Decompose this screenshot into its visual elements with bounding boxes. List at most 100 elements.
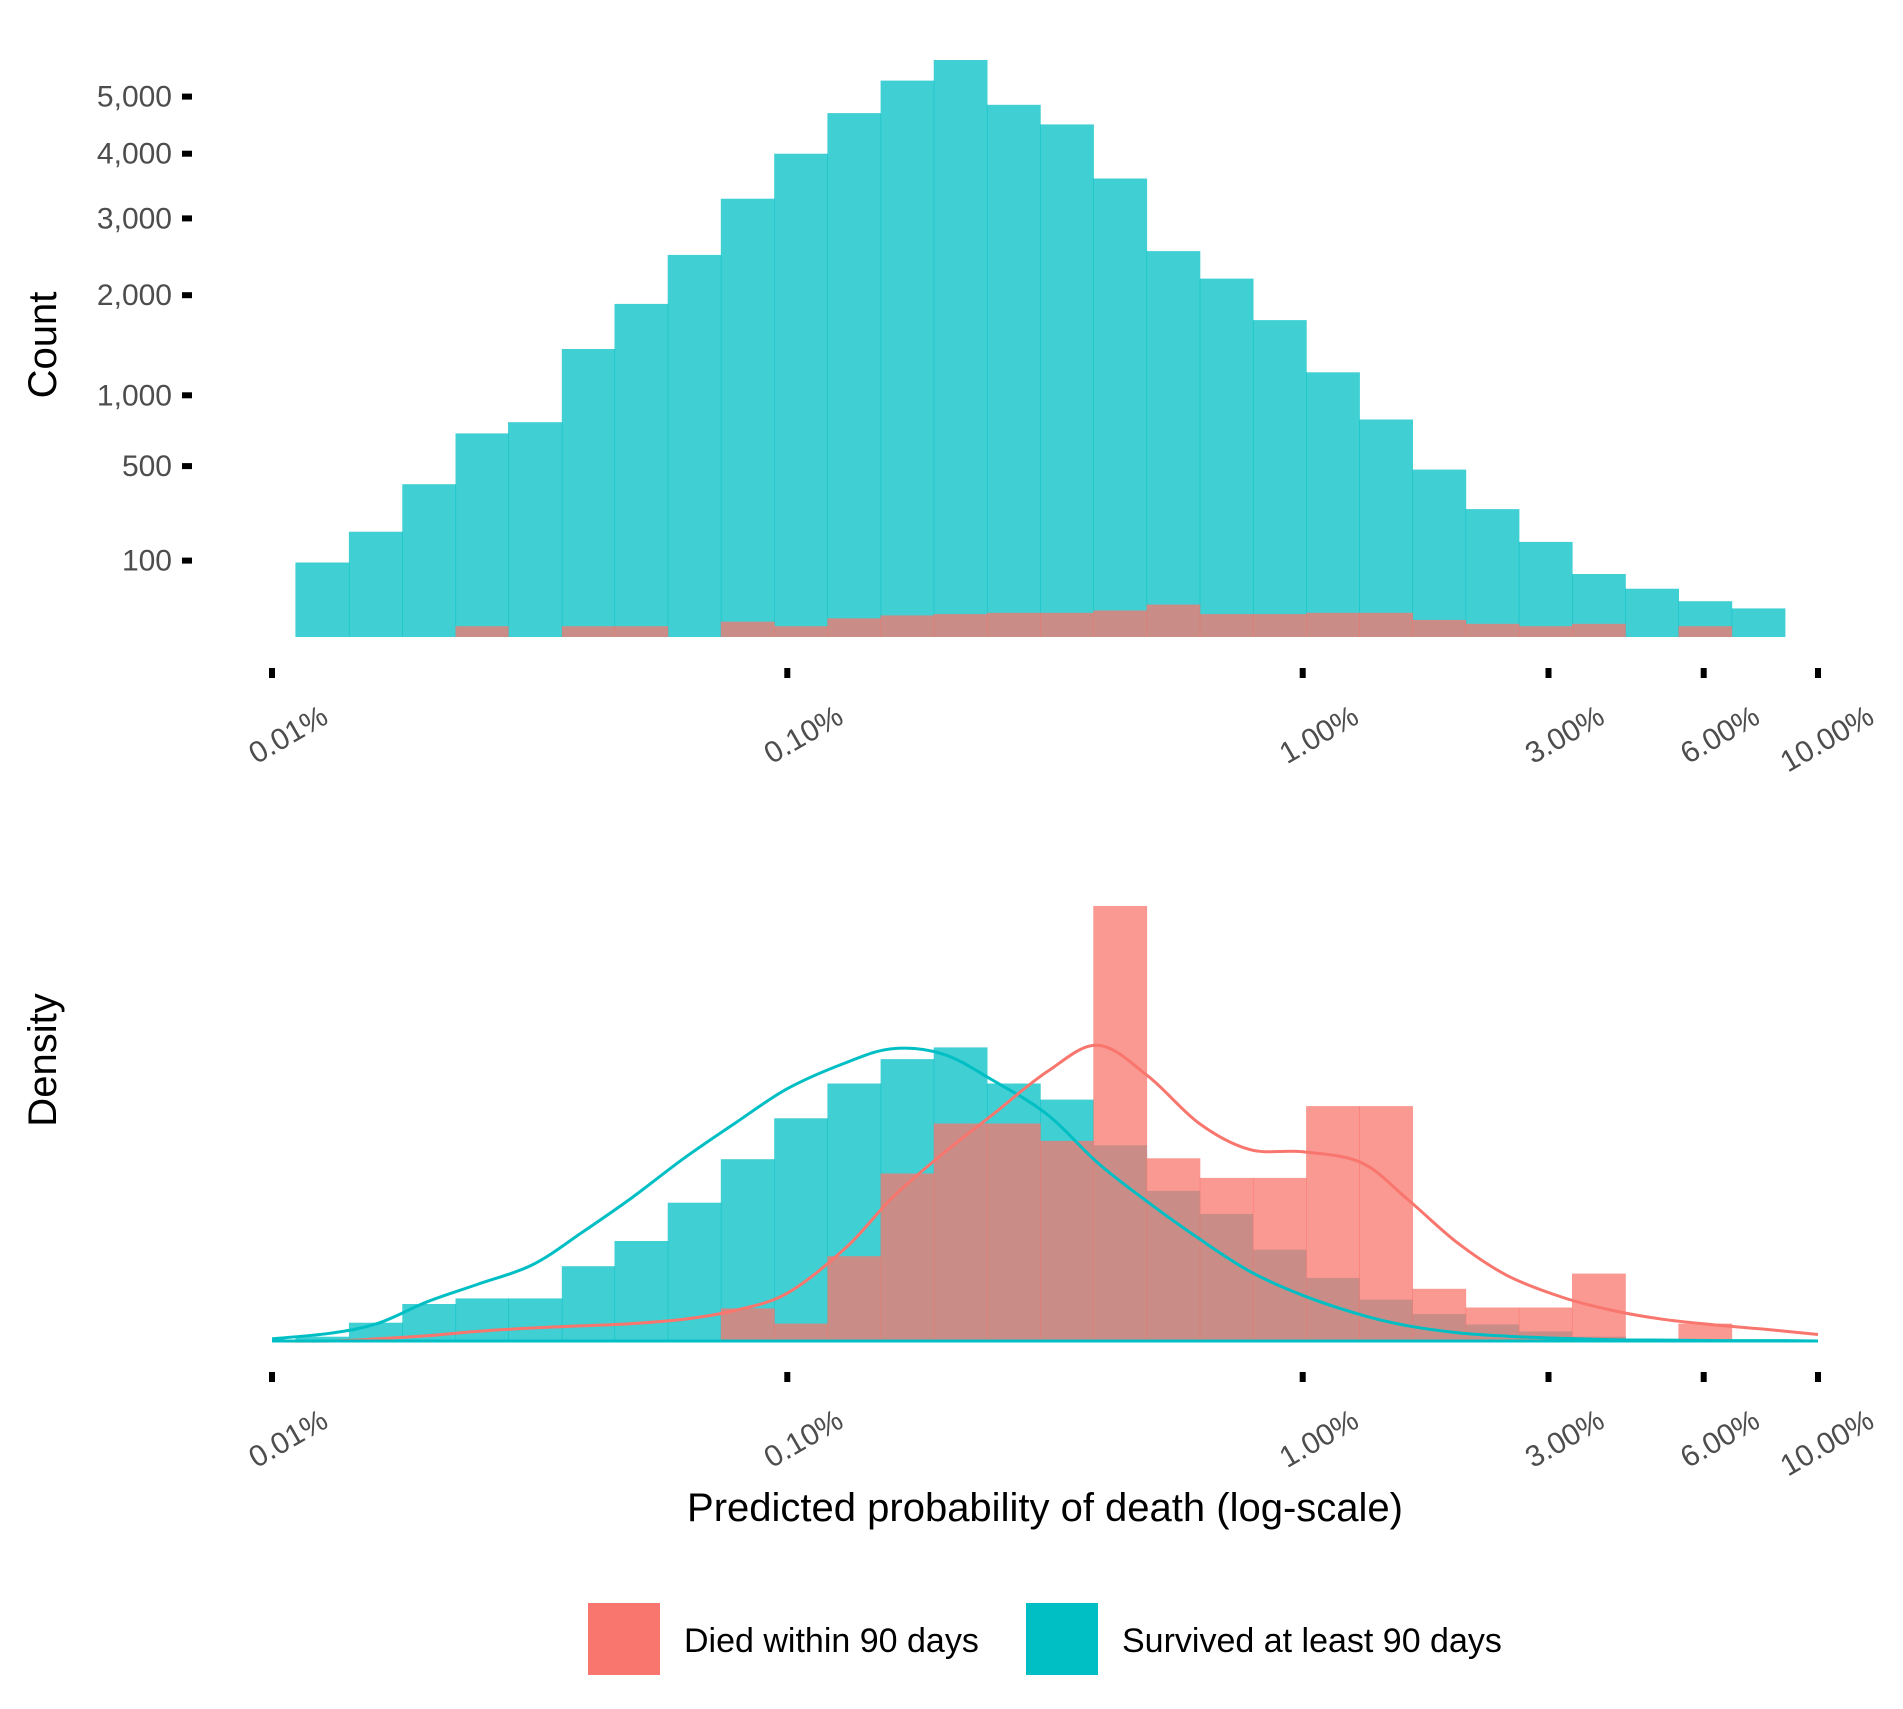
count-y-tick-4 — [182, 215, 192, 222]
legend-label-died: Died within 90 days — [684, 1622, 979, 1660]
count-bar-died-within-90-days-18 — [1252, 614, 1307, 637]
count-y-tick-label-4: 3,000 — [97, 202, 172, 235]
count-x-tick-label-1: 0.10% — [759, 699, 849, 770]
density-bar-survived-at-least-90-days-0 — [295, 1336, 350, 1341]
density-bar-survived-at-least-90-days-6 — [614, 1241, 669, 1341]
density-x-tick-0 — [269, 1372, 275, 1382]
count-bar-survived-at-least-90-days-9 — [774, 153, 828, 637]
count-bar-survived-at-least-90-days-6 — [614, 303, 669, 637]
density-x-tick-label-0: 0.01% — [243, 1403, 333, 1474]
density-x-tick-label-1: 0.10% — [759, 1403, 849, 1474]
density-bar-died-within-90-days-23 — [1518, 1307, 1573, 1341]
count-panel: 100 500 1,000 2,000 3,000 4,000 5,000 0.01% 0.1… — [21, 60, 1880, 779]
count-bar-died-within-90-days-5 — [561, 626, 616, 637]
count-x-tick-2 — [1299, 668, 1306, 678]
density-bar-died-within-90-days-18 — [1252, 1177, 1307, 1341]
density-bar-died-within-90-days-8 — [720, 1308, 775, 1341]
count-x-tick-4 — [1700, 668, 1707, 678]
density-x-axis: 0.01% 0.10% 1.00% 3.00% 6.00% 10.00% — [243, 1372, 1880, 1483]
count-bar-died-within-90-days-15 — [1093, 610, 1148, 637]
count-bar-died-within-90-days-19 — [1306, 612, 1360, 637]
count-y-axis: 100 500 1,000 2,000 3,000 4,000 5,000 — [97, 81, 192, 578]
count-y-tick-3 — [182, 292, 192, 299]
density-bar-died-within-90-days-9 — [774, 1323, 828, 1341]
count-y-tick-label-5: 4,000 — [97, 138, 172, 171]
count-bar-died-within-90-days-13 — [986, 612, 1041, 637]
density-x-tick-2 — [1299, 1372, 1306, 1382]
count-bar-died-within-90-days-24 — [1572, 623, 1626, 637]
count-bar-survived-at-least-90-days-20 — [1359, 419, 1413, 637]
count-bar-survived-at-least-90-days-27 — [1731, 608, 1786, 637]
density-bar-died-within-90-days-20 — [1359, 1106, 1413, 1341]
count-bar-survived-at-least-90-days-18 — [1252, 320, 1307, 637]
count-bar-died-within-90-days-17 — [1199, 614, 1254, 637]
x-axis-title: Predicted probability of death (log-scal… — [687, 1486, 1403, 1530]
count-bar-survived-at-least-90-days-21 — [1412, 469, 1467, 637]
count-bar-survived-at-least-90-days-1 — [348, 531, 403, 637]
density-bar-died-within-90-days-14 — [1040, 1140, 1094, 1341]
count-y-tick-0 — [182, 557, 192, 564]
legend: Died within 90 days Survived at least 90… — [588, 1603, 1502, 1675]
density-bar-survived-at-least-90-days-5 — [561, 1266, 616, 1341]
count-y-axis-title: Count — [21, 292, 65, 399]
count-bar-died-within-90-days-14 — [1040, 612, 1094, 637]
count-y-tick-6 — [182, 93, 192, 100]
count-y-tick-label-1: 500 — [122, 450, 172, 483]
density-x-tick-label-4: 6.00% — [1675, 1403, 1765, 1474]
count-bar-died-within-90-days-23 — [1518, 626, 1573, 637]
count-bar-died-within-90-days-21 — [1412, 619, 1467, 637]
count-x-tick-label-0: 0.01% — [243, 699, 333, 770]
count-x-axis: 0.01% 0.10% 1.00% 3.00% 6.00% 10.00% — [243, 668, 1880, 779]
count-bar-died-within-90-days-9 — [774, 626, 828, 637]
count-x-tick-1 — [784, 668, 791, 678]
density-bar-died-within-90-days-19 — [1306, 1106, 1360, 1341]
density-bar-died-within-90-days-17 — [1199, 1177, 1254, 1341]
count-bar-survived-at-least-90-days-5 — [561, 349, 616, 637]
count-bar-died-within-90-days-10 — [827, 618, 882, 637]
count-bar-survived-at-least-90-days-14 — [1040, 124, 1094, 637]
count-bar-survived-at-least-90-days-7 — [667, 254, 722, 637]
density-x-tick-5 — [1815, 1372, 1821, 1382]
count-x-tick-label-3: 3.00% — [1520, 699, 1610, 770]
density-panel: 0.01% 0.10% 1.00% 3.00% 6.00% 10.00% Density … — [21, 906, 1880, 1530]
density-bar-died-within-90-days-13 — [986, 1123, 1041, 1341]
density-bar-survived-at-least-90-days-4 — [508, 1298, 563, 1341]
density-bar-died-within-90-days-12 — [933, 1123, 988, 1341]
density-x-tick-1 — [784, 1372, 791, 1382]
count-bar-survived-at-least-90-days-23 — [1518, 541, 1573, 637]
density-curve-died-within-90-days — [271, 1043, 1819, 1343]
count-bar-died-within-90-days-26 — [1678, 626, 1733, 637]
count-x-tick-label-4: 6.00% — [1675, 699, 1765, 770]
count-bar-survived-at-least-90-days-4 — [508, 422, 563, 637]
count-bar-died-within-90-days-11 — [880, 615, 935, 637]
count-bars — [295, 60, 1786, 638]
density-x-tick-4 — [1700, 1372, 1707, 1382]
count-bar-survived-at-least-90-days-11 — [880, 80, 935, 638]
density-bars — [295, 906, 1786, 1342]
count-x-tick-5 — [1815, 668, 1821, 678]
count-y-tick-label-2: 1,000 — [97, 379, 172, 412]
count-y-tick-label-6: 5,000 — [97, 81, 172, 114]
density-curve-survived-at-least-90-days — [271, 1046, 1819, 1343]
count-y-tick-label-0: 100 — [122, 545, 172, 578]
density-x-tick-3 — [1545, 1372, 1552, 1382]
count-bar-died-within-90-days-3 — [455, 626, 509, 637]
density-bar-survived-at-least-90-days-9 — [774, 1118, 828, 1341]
density-bar-died-within-90-days-11 — [880, 1173, 935, 1341]
density-x-tick-label-2: 1.00% — [1274, 1403, 1364, 1474]
count-bar-died-within-90-days-20 — [1359, 612, 1413, 637]
count-bar-died-within-90-days-12 — [933, 614, 988, 637]
count-bar-survived-at-least-90-days-12 — [933, 60, 988, 637]
count-bar-died-within-90-days-22 — [1465, 623, 1520, 637]
legend-swatch-survived — [1026, 1603, 1098, 1675]
density-x-tick-label-5: 10.00% — [1775, 1403, 1880, 1482]
count-bar-died-within-90-days-8 — [720, 621, 775, 637]
count-bar-died-within-90-days-6 — [614, 626, 669, 637]
density-bar-died-within-90-days-10 — [827, 1256, 882, 1341]
count-bar-survived-at-least-90-days-10 — [827, 113, 882, 638]
count-x-tick-3 — [1545, 668, 1552, 678]
density-x-tick-label-3: 3.00% — [1520, 1403, 1610, 1474]
count-bar-survived-at-least-90-days-19 — [1306, 372, 1360, 637]
count-bar-survived-at-least-90-days-0 — [295, 562, 350, 637]
